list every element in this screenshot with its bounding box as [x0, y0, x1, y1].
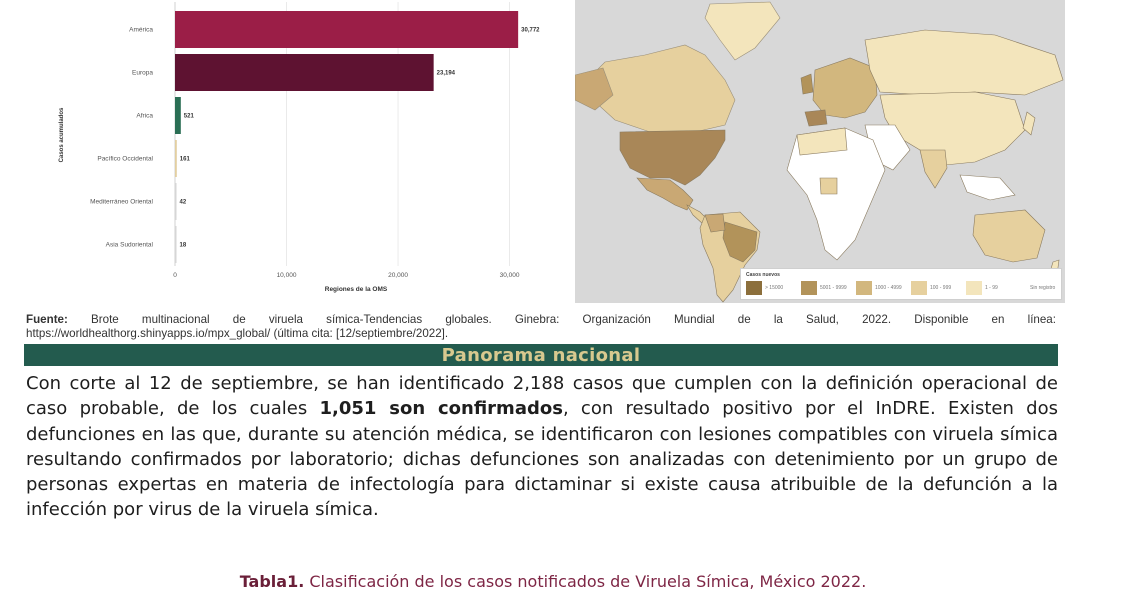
chart-value-label: 42	[180, 200, 187, 206]
map-legend-swatch	[746, 281, 762, 295]
map-brazil	[722, 221, 758, 263]
chart-category-label: Europa	[132, 70, 153, 77]
chart-value-label: 23,194	[437, 71, 456, 77]
map-legend-label: 1 - 99	[985, 285, 998, 291]
chart-value-label: 18	[180, 243, 187, 249]
chart-category-labels: América Europa Africa Pacífico Occidental Me…	[90, 27, 153, 249]
chart-value-labels: 30,772 23,194 521 161 42 18	[180, 28, 541, 249]
chart-x-axis-label: Regiones de la OMS	[325, 286, 388, 293]
map-mexico	[636, 177, 694, 211]
who-regions-bar-chart: América Europa Africa Pacífico Occidental Me…	[59, 2, 541, 293]
chart-category-label: Mediterráneo Oriental	[90, 199, 153, 206]
map-usa	[619, 129, 726, 186]
chart-bar	[175, 54, 434, 91]
body-paragraph: Con corte al 12 de septiembre, se han id…	[26, 371, 1058, 523]
map-uk	[800, 73, 814, 95]
map-legend-label: 100 - 999	[930, 285, 952, 291]
chart-category-label: América	[129, 27, 153, 34]
map-legend-swatch	[966, 281, 982, 295]
map-greenland	[704, 1, 781, 61]
paragraph-part2: , con resultado positivo por el InDRE. E…	[26, 398, 1058, 521]
source-note: Fuente: Brote multinacional de viruela s…	[26, 313, 1056, 327]
map-spain	[804, 109, 828, 127]
chart-tick-labels: 0 10,000 20,000 30,000	[173, 272, 520, 279]
chart-bar	[175, 226, 177, 263]
chart-bar	[175, 97, 181, 134]
map-southeast-asia	[959, 174, 1016, 201]
map-legend-label: 1000 - 4999	[875, 285, 902, 291]
chart-x-tick-label: 30,000	[500, 272, 520, 279]
map-europe	[812, 57, 878, 119]
world-map: Casos nuevos > 15000 5001 - 9999 1000 - 49…	[575, 0, 1065, 303]
table-caption-label: Tabla1.	[239, 572, 305, 591]
map-north-africa	[796, 127, 848, 156]
map-legend-label: > 15000	[765, 285, 784, 291]
map-legend: Casos nuevos > 15000 5001 - 9999 1000 - 49…	[740, 268, 1062, 300]
chart-x-tick-label: 20,000	[388, 272, 408, 279]
map-legend-item: 5001 - 9999	[801, 281, 847, 295]
map-legend-item: Sin registro	[1011, 281, 1055, 295]
map-legend-item: 100 - 999	[911, 281, 951, 295]
chart-y-axis-label: Casos acumulados	[59, 107, 65, 162]
chart-bar	[175, 183, 177, 220]
map-legend-swatch	[801, 281, 817, 295]
map-alaska	[575, 67, 614, 111]
map-legend-swatch	[911, 281, 927, 295]
section-header: Panorama nacional	[24, 344, 1058, 366]
chart-category-label: Asia Sudoriental	[106, 242, 154, 249]
chart-bar	[175, 140, 177, 177]
map-legend-swatch	[856, 281, 872, 295]
source-text: Brote multinacional de viruela símica-Te…	[91, 313, 1056, 326]
map-nigeria	[819, 177, 838, 195]
chart-bars	[175, 11, 519, 263]
section-title: Panorama nacional	[441, 344, 641, 366]
paragraph-bold: 1,051 son confirmados	[319, 398, 563, 420]
map-legend-label: 5001 - 9999	[820, 285, 847, 291]
map-russia	[864, 29, 1064, 96]
source-label: Fuente:	[26, 313, 68, 326]
map-legend-title: Casos nuevos	[746, 272, 780, 278]
map-legend-label: Sin registro	[1030, 285, 1056, 291]
chart-bar	[175, 11, 519, 48]
chart-x-tick-label: 10,000	[277, 272, 297, 279]
world-map-shapes	[575, 1, 1064, 303]
paragraph-part1: Con corte al 12 de septiembre, se han id…	[26, 373, 1058, 420]
source-url-line: https://worldhealthorg.shinyapps.io/mpx_…	[26, 327, 449, 340]
chart-category-label: Africa	[136, 113, 153, 120]
chart-value-label: 30,772	[521, 28, 540, 34]
table-caption: Tabla1. Clasificación de los casos notif…	[0, 572, 1106, 591]
map-legend-item: 1000 - 4999	[856, 281, 902, 295]
map-legend-item: 1 - 99	[966, 281, 998, 295]
map-australia	[972, 209, 1046, 263]
chart-value-label: 521	[184, 114, 195, 120]
map-legend-swatch	[1011, 281, 1027, 295]
map-legend-item: > 15000	[746, 281, 783, 295]
chart-value-label: 161	[180, 157, 191, 163]
map-colombia	[704, 213, 726, 233]
map-japan	[1022, 111, 1036, 136]
map-canada	[586, 44, 736, 133]
chart-x-tick-label: 0	[173, 272, 177, 279]
map-india	[919, 149, 948, 189]
chart-category-label: Pacífico Occidental	[97, 156, 153, 163]
table-caption-text: Clasificación de los casos notificados d…	[304, 572, 867, 591]
